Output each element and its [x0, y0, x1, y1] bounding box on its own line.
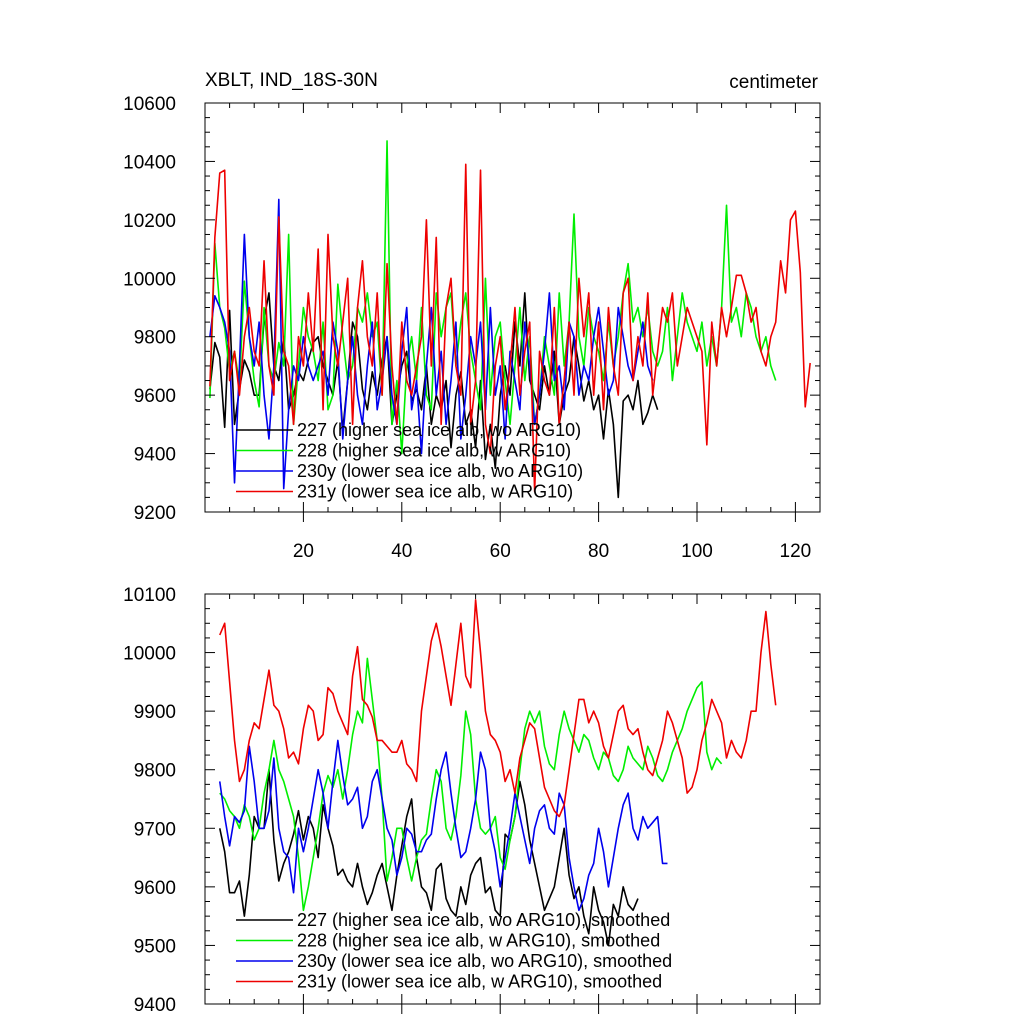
y-tick-label: 10000	[123, 644, 176, 665]
series-line-3	[209, 198, 654, 490]
legend-label-3: 230y (lower sea ice alb, wo ARG10)	[297, 461, 583, 481]
lower-panel: 9400 9500 9600 9700 9800 9900 10000 10100 227 (h…	[123, 585, 821, 1016]
y-tick-label: 9900	[134, 702, 176, 723]
y-tick-label: 9700	[134, 819, 176, 840]
y-tick-label: 10600	[123, 94, 176, 115]
y-tick-label: 10100	[123, 585, 176, 606]
legend-label-2: 228 (higher sea ice alb, w ARG10), smoot…	[297, 931, 660, 951]
x-tick-label: 60	[490, 541, 511, 562]
legend-label-3: 230y (lower sea ice alb, wo ARG10), smoo…	[297, 951, 672, 971]
y-tick-label: 9200	[134, 503, 176, 524]
x-tick-label: 20	[293, 541, 314, 562]
y-tick-label: 9400	[134, 995, 176, 1016]
series-line-3	[218, 739, 668, 912]
legend-label-2: 228 (higher sea ice alb, w ARG10)	[297, 441, 571, 461]
legend-label-4: 231y (lower sea ice alb, w ARG10), smoot…	[297, 972, 662, 992]
series-line-4	[209, 163, 811, 493]
series-line-1	[218, 768, 639, 947]
y-tick-label: 9400	[134, 445, 176, 466]
y-tick-label: 9800	[134, 761, 176, 782]
units-label: centimeter	[729, 72, 818, 93]
legend: 227 (higher sea ice alb, wo ARG10), smoo…	[236, 910, 672, 992]
x-tick-label: 120	[780, 541, 812, 562]
y-tick-label: 10000	[123, 269, 176, 290]
y-tick-label: 10400	[123, 152, 176, 173]
chart-title: XBLT, IND_18S-30N	[205, 70, 378, 91]
y-tick-label: 9600	[134, 878, 176, 899]
y-tick-label: 9800	[134, 328, 176, 349]
y-tick-label: 9600	[134, 386, 176, 407]
series-lines	[209, 140, 811, 499]
series-line-2	[219, 657, 723, 912]
legend-label-1: 227 (higher sea ice alb, wo ARG10)	[297, 420, 581, 440]
x-tick-label: 40	[391, 541, 412, 562]
legend-label-4: 231y (lower sea ice alb, w ARG10)	[297, 482, 573, 502]
series-line-2	[209, 140, 777, 455]
y-tick-label: 9500	[134, 936, 176, 957]
legend-label-1: 227 (higher sea ice alb, wo ARG10), smoo…	[297, 910, 670, 930]
legend: 227 (higher sea ice alb, wo ARG10)228 (h…	[236, 420, 583, 502]
series-line-4	[219, 599, 777, 818]
y-tick-label: 10200	[123, 211, 176, 232]
x-tick-label: 100	[681, 541, 713, 562]
upper-panel: 20 40 60 80 100 120 9200 9400 9600 9800 10000 10200…	[123, 70, 821, 562]
x-tick-label: 80	[588, 541, 609, 562]
series-lines	[218, 599, 777, 947]
